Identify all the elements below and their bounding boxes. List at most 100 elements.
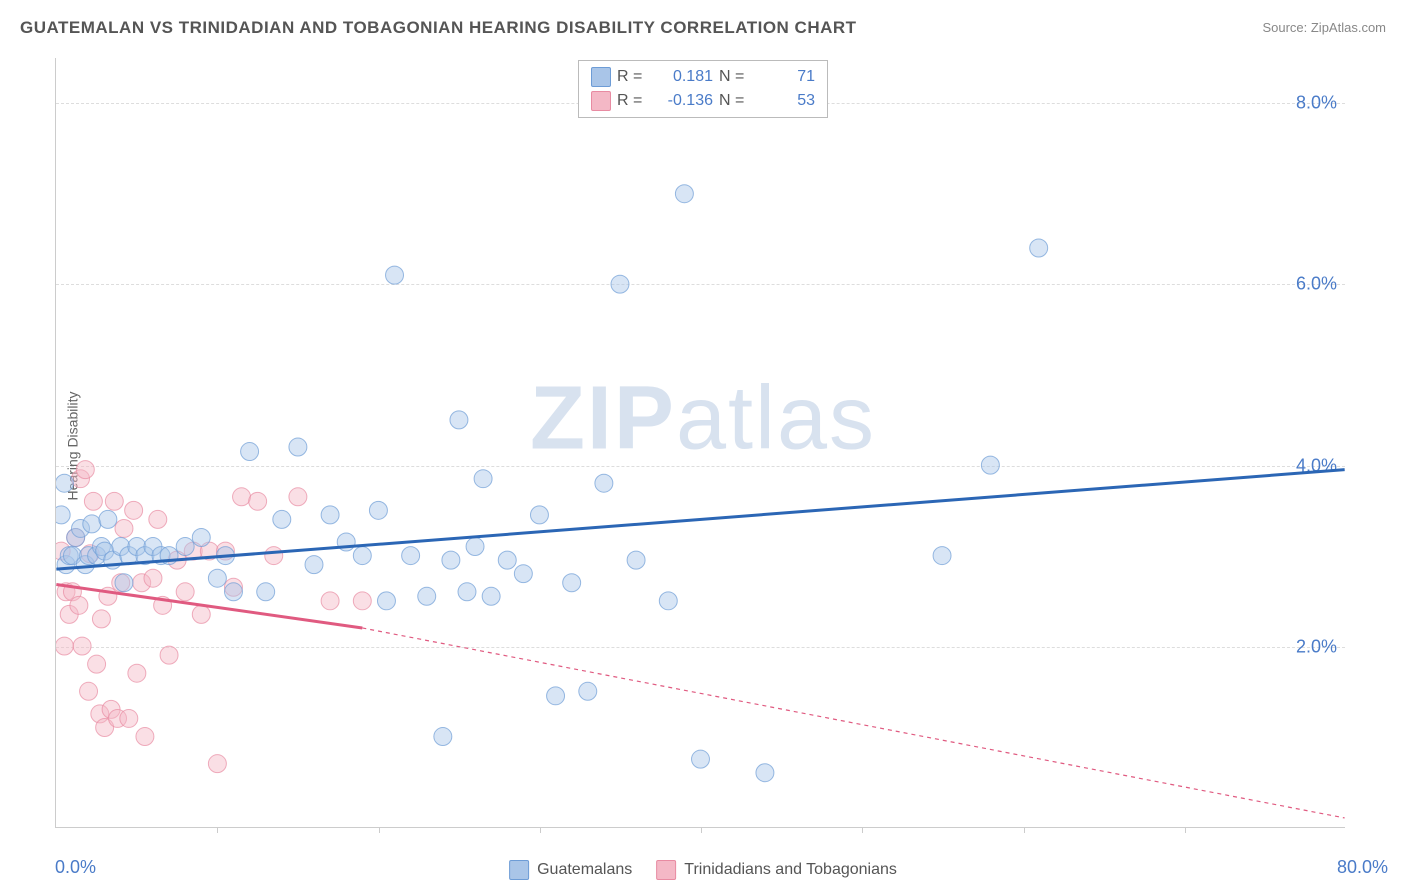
x-tick-end: 80.0% [1337,857,1388,878]
data-point [136,728,154,746]
data-point [692,750,710,768]
data-point [563,574,581,592]
data-point [92,610,110,628]
x-grid-tick [701,827,702,833]
data-point [402,547,420,565]
n-value-1: 71 [755,65,815,89]
data-point [73,637,91,655]
data-point [305,556,323,574]
n-label: N = [719,65,749,89]
source-label: Source: ZipAtlas.com [1262,20,1386,35]
data-point [70,596,88,614]
data-point [474,470,492,488]
data-point [659,592,677,610]
trend-line [56,470,1344,570]
data-point [176,538,194,556]
data-point [933,547,951,565]
series-legend-item-1: Guatemalans [509,860,632,880]
data-point [981,456,999,474]
data-point [369,501,387,519]
data-point [353,592,371,610]
data-point [233,488,251,506]
r-value-2: -0.136 [653,89,713,113]
data-point [80,682,98,700]
data-point [125,501,143,519]
x-grid-tick [379,827,380,833]
r-label: R = [617,89,647,113]
data-point [514,565,532,583]
data-point [249,492,267,510]
data-point [482,587,500,605]
data-point [377,592,395,610]
series-swatch-2 [656,860,676,880]
data-point [450,411,468,429]
data-point [498,551,516,569]
r-value-1: 0.181 [653,65,713,89]
chart-title: GUATEMALAN VS TRINIDADIAN AND TOBAGONIAN… [20,18,857,38]
data-point [418,587,436,605]
data-point [530,506,548,524]
x-tick-start: 0.0% [55,857,96,878]
data-point [120,709,138,727]
data-point [144,569,162,587]
data-point [192,605,210,623]
data-point [442,551,460,569]
data-point [76,461,94,479]
data-point [579,682,597,700]
series-legend: Guatemalans Trinidadians and Tobagonians [509,860,897,880]
data-point [321,592,339,610]
data-point [149,510,167,528]
data-point [257,583,275,601]
series-legend-item-2: Trinidadians and Tobagonians [656,860,897,880]
x-grid-tick [1024,827,1025,833]
data-point [289,438,307,456]
data-point [547,687,565,705]
data-point [434,728,452,746]
n-label: N = [719,89,749,113]
data-point [289,488,307,506]
data-point [192,529,210,547]
legend-swatch-2 [591,91,611,111]
data-point [56,474,73,492]
data-point [208,569,226,587]
data-point [241,443,259,461]
r-label: R = [617,65,647,89]
data-point [99,510,117,528]
data-point [458,583,476,601]
data-point [675,185,693,203]
x-grid-tick [1185,827,1186,833]
data-point [386,266,404,284]
data-point [1030,239,1048,257]
x-grid-tick [540,827,541,833]
x-grid-tick [217,827,218,833]
trend-line [362,628,1344,818]
scatter-svg [56,58,1345,827]
data-point [627,551,645,569]
chart-container: GUATEMALAN VS TRINIDADIAN AND TOBAGONIAN… [0,0,1406,892]
data-point [611,275,629,293]
data-point [595,474,613,492]
data-point [353,547,371,565]
data-point [128,664,146,682]
legend-row-1: R = 0.181 N = 71 [591,65,815,89]
data-point [105,492,123,510]
data-point [115,574,133,592]
data-point [756,764,774,782]
data-point [88,655,106,673]
plot-area: 2.0%4.0%6.0%8.0% [55,58,1345,828]
legend-row-2: R = -0.136 N = 53 [591,89,815,113]
data-point [160,646,178,664]
data-point [115,519,133,537]
data-point [265,547,283,565]
data-point [84,492,102,510]
data-point [56,506,70,524]
correlation-legend: R = 0.181 N = 71 R = -0.136 N = 53 [578,60,828,118]
series-name-1: Guatemalans [537,861,632,879]
data-point [83,515,101,533]
n-value-2: 53 [755,89,815,113]
x-grid-tick [862,827,863,833]
series-name-2: Trinidadians and Tobagonians [684,861,897,879]
data-point [56,637,73,655]
data-point [321,506,339,524]
data-point [176,583,194,601]
